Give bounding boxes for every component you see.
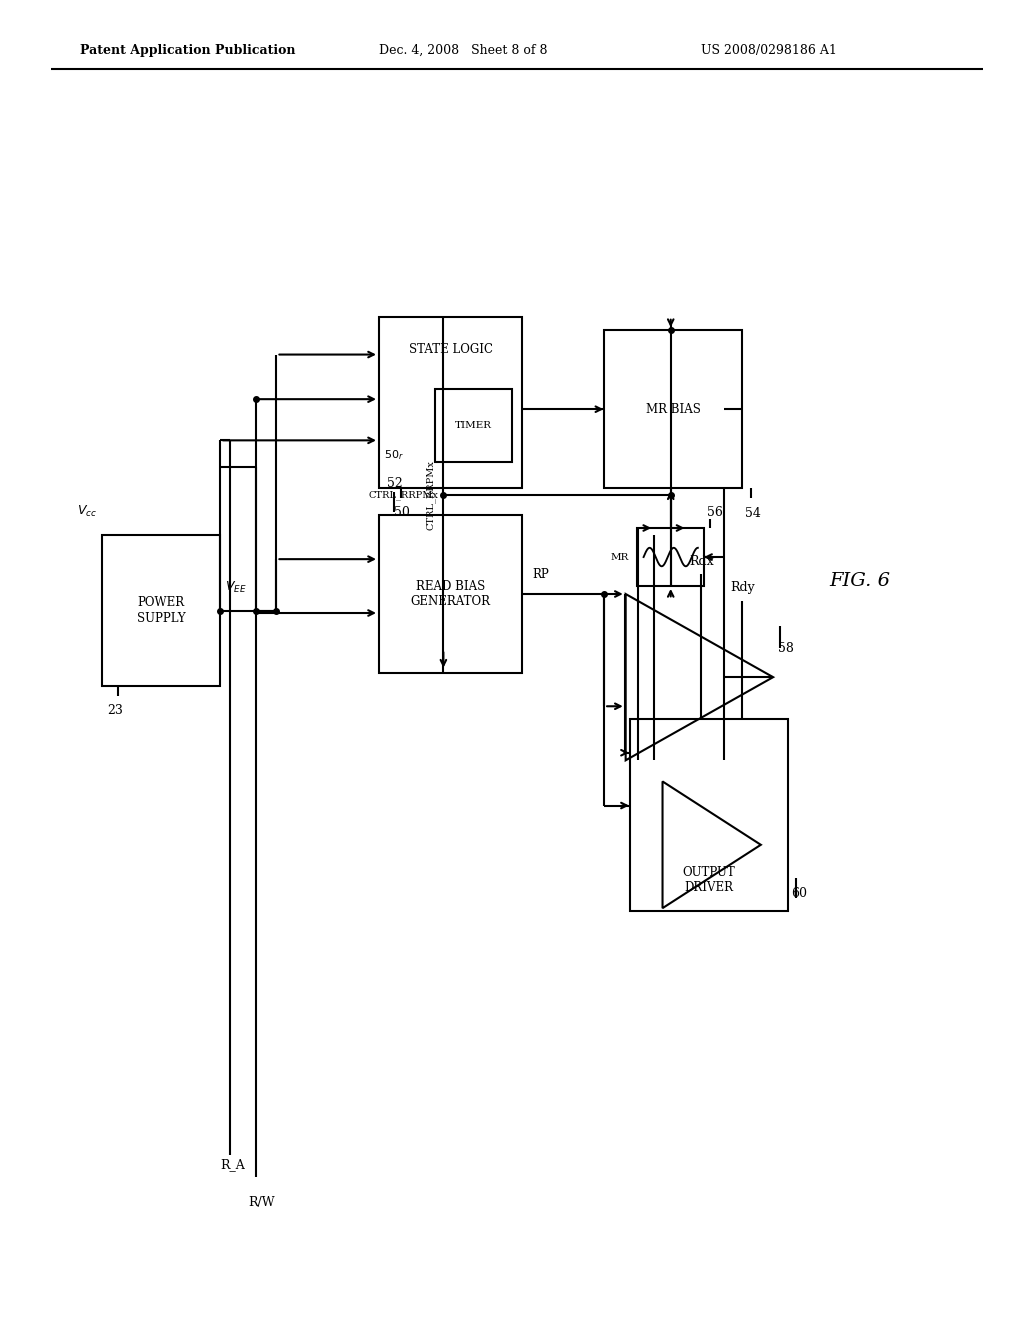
Text: CTRL_RRPMx: CTRL_RRPMx [426,461,435,529]
Text: $50_r$: $50_r$ [384,449,403,462]
Text: 52: 52 [387,477,402,490]
Bar [435,389,512,462]
Text: $V_{EE}$: $V_{EE}$ [225,581,247,595]
Text: 56: 56 [707,506,723,519]
Text: $V_{cc}$: $V_{cc}$ [77,504,97,519]
Text: Rdx: Rdx [689,554,714,568]
Text: MR: MR [611,553,629,561]
Text: US 2008/0298186 A1: US 2008/0298186 A1 [701,44,838,57]
Text: FIG. 6: FIG. 6 [829,572,891,590]
Text: RP: RP [532,568,549,581]
Text: OUTPUT
DRIVER: OUTPUT DRIVER [683,866,735,895]
Text: Dec. 4, 2008   Sheet 8 of 8: Dec. 4, 2008 Sheet 8 of 8 [379,44,548,57]
Bar [604,330,742,488]
Bar [637,528,705,586]
Text: CTRL_RRPMx: CTRL_RRPMx [369,490,438,500]
Text: R/W: R/W [248,1196,274,1209]
Text: Rdy: Rdy [730,581,755,594]
Text: READ BIAS
GENERATOR: READ BIAS GENERATOR [411,579,490,609]
Text: 23: 23 [108,704,124,717]
Bar [102,535,220,686]
Text: 54: 54 [745,507,762,520]
Bar [630,719,788,911]
Bar [379,317,522,488]
Text: 58: 58 [778,642,795,655]
Text: 50: 50 [394,506,411,519]
Text: POWER
SUPPLY: POWER SUPPLY [137,597,185,624]
Text: 60: 60 [792,887,808,900]
Text: TIMER: TIMER [455,421,493,430]
Text: MR BIAS: MR BIAS [646,403,700,416]
Bar [379,515,522,673]
Text: R_A: R_A [220,1158,245,1171]
Text: Patent Application Publication: Patent Application Publication [80,44,295,57]
Text: STATE LOGIC: STATE LOGIC [409,343,493,356]
